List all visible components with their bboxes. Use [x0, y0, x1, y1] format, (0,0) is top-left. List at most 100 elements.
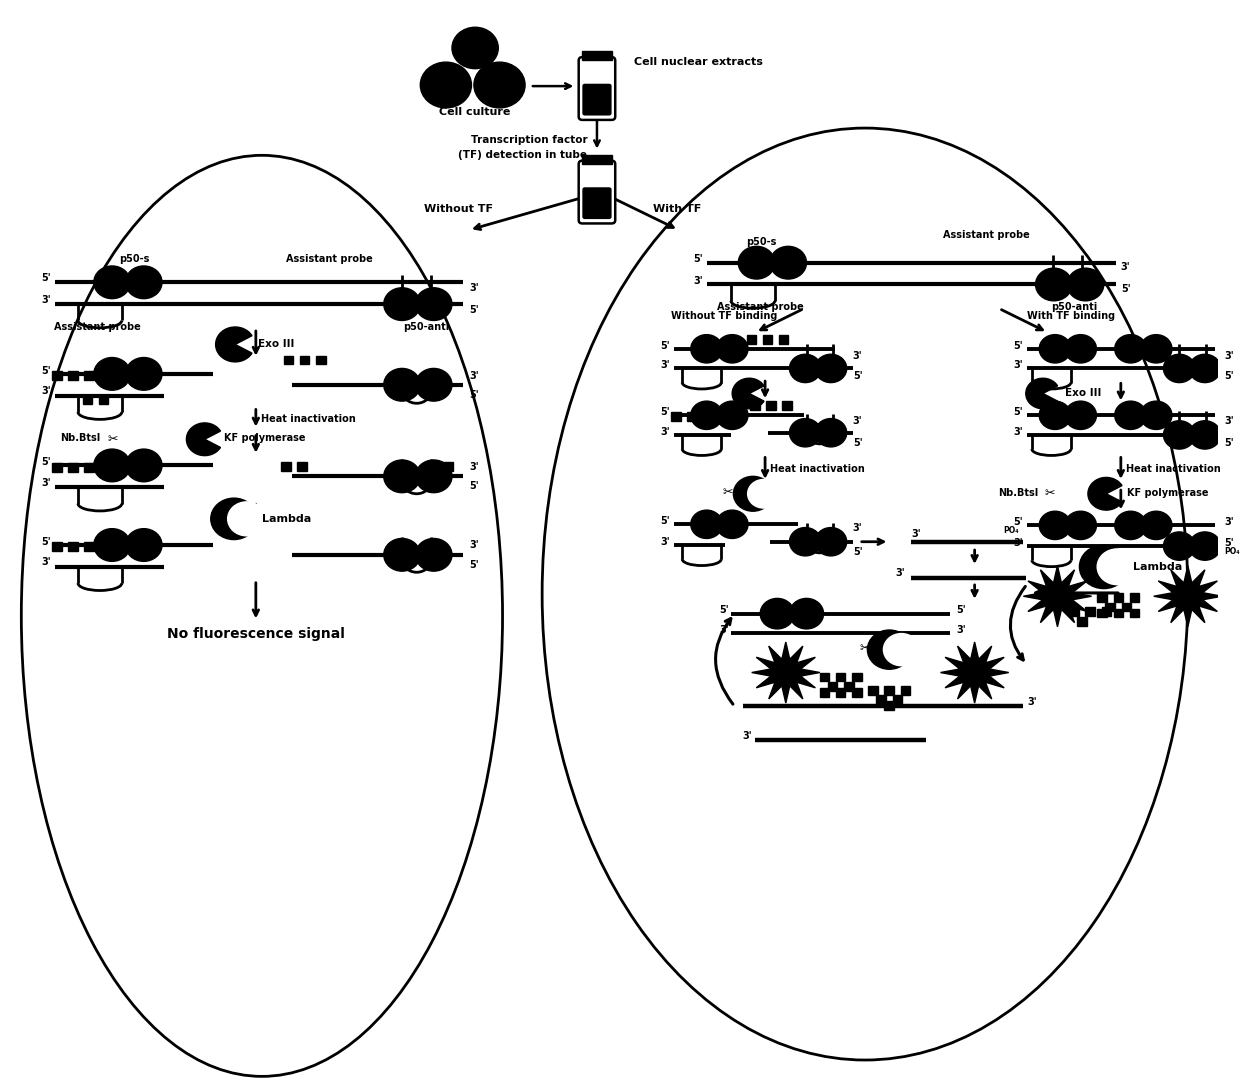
Text: 3': 3': [853, 522, 863, 533]
Bar: [52, 542, 62, 550]
Circle shape: [125, 529, 162, 561]
Bar: [1101, 607, 1111, 616]
Text: Nb.BtsI: Nb.BtsI: [998, 487, 1038, 498]
Text: 5': 5': [1224, 371, 1234, 382]
Text: 5': 5': [1224, 437, 1234, 448]
Circle shape: [717, 401, 748, 429]
Circle shape: [1163, 421, 1195, 449]
Text: 5': 5': [1121, 283, 1131, 294]
Text: 3': 3': [853, 415, 863, 426]
Text: 3': 3': [42, 477, 51, 488]
Text: 5': 5': [469, 304, 479, 315]
Bar: [779, 335, 789, 343]
Bar: [83, 395, 92, 403]
Text: 3': 3': [911, 529, 921, 540]
Bar: [68, 463, 78, 472]
Text: 5': 5': [1014, 517, 1023, 528]
Circle shape: [1068, 268, 1104, 301]
Circle shape: [1189, 532, 1220, 560]
Circle shape: [94, 266, 130, 299]
Bar: [1114, 608, 1123, 618]
Text: ✂: ✂: [859, 642, 870, 655]
Wedge shape: [732, 378, 764, 409]
Polygon shape: [751, 642, 820, 703]
Text: Cell nuclear extracts: Cell nuclear extracts: [634, 57, 763, 68]
Bar: [868, 686, 878, 694]
Bar: [750, 401, 760, 410]
Text: p50-s: p50-s: [119, 254, 149, 265]
Bar: [884, 702, 894, 711]
Text: Assistant probe: Assistant probe: [285, 254, 372, 265]
Text: With TF: With TF: [653, 204, 702, 215]
Text: 3': 3': [42, 294, 51, 305]
Circle shape: [383, 460, 420, 493]
Circle shape: [94, 358, 130, 390]
Bar: [284, 355, 294, 364]
Bar: [843, 682, 853, 691]
Text: Lambda: Lambda: [262, 513, 311, 524]
Circle shape: [415, 288, 453, 320]
Text: 3': 3': [661, 426, 670, 437]
Text: Exo III: Exo III: [1065, 388, 1101, 399]
Text: Assistant probe: Assistant probe: [55, 322, 141, 332]
Text: 3': 3': [1224, 415, 1234, 426]
Circle shape: [383, 368, 420, 401]
Text: 5': 5': [853, 546, 863, 557]
Text: Without TF: Without TF: [424, 204, 494, 215]
Text: 3': 3': [956, 625, 966, 635]
Text: 5': 5': [469, 559, 479, 570]
Circle shape: [94, 529, 130, 561]
Bar: [836, 689, 846, 698]
Circle shape: [883, 633, 919, 666]
Circle shape: [760, 598, 795, 629]
Text: 3': 3': [1224, 351, 1234, 362]
Circle shape: [868, 630, 911, 669]
Bar: [428, 462, 438, 471]
Text: 5': 5': [661, 340, 670, 351]
Text: Transcription factor: Transcription factor: [471, 134, 588, 145]
Bar: [1078, 617, 1087, 626]
Bar: [1106, 603, 1115, 611]
Bar: [828, 682, 837, 691]
Circle shape: [738, 246, 775, 279]
Text: 3': 3': [469, 461, 479, 472]
Bar: [893, 695, 903, 704]
Bar: [746, 335, 756, 343]
Circle shape: [415, 368, 453, 401]
Bar: [68, 371, 78, 379]
Bar: [1130, 608, 1140, 618]
Text: Heat inactivation: Heat inactivation: [770, 463, 864, 474]
Text: Heat inactivation: Heat inactivation: [1126, 463, 1220, 474]
Circle shape: [125, 358, 162, 390]
Text: With TF binding: With TF binding: [1027, 311, 1115, 322]
Circle shape: [1141, 335, 1172, 363]
Text: 3': 3': [719, 625, 729, 635]
FancyBboxPatch shape: [583, 84, 611, 116]
Text: Heat inactivation: Heat inactivation: [260, 413, 356, 424]
Bar: [1114, 593, 1123, 602]
Circle shape: [1035, 268, 1073, 301]
Bar: [852, 689, 862, 698]
Circle shape: [1141, 401, 1172, 429]
Wedge shape: [186, 423, 221, 456]
Bar: [84, 542, 94, 550]
Text: PO₄: PO₄: [1003, 526, 1018, 535]
Circle shape: [420, 62, 471, 108]
Bar: [84, 371, 94, 379]
Circle shape: [415, 460, 453, 493]
Text: Assistant probe: Assistant probe: [717, 302, 804, 313]
Circle shape: [1189, 354, 1220, 383]
Text: 5': 5': [661, 516, 670, 526]
Bar: [766, 401, 776, 410]
Circle shape: [1065, 511, 1096, 540]
Text: 5': 5': [853, 437, 863, 448]
Text: 5': 5': [1014, 340, 1023, 351]
Text: 3': 3': [661, 360, 670, 371]
Wedge shape: [1087, 477, 1122, 510]
Text: 5': 5': [42, 536, 51, 547]
Bar: [316, 355, 326, 364]
Circle shape: [474, 62, 525, 108]
Circle shape: [228, 501, 265, 536]
Text: Nb.BtsI: Nb.BtsI: [60, 433, 100, 444]
Text: KF polymerase: KF polymerase: [1127, 487, 1209, 498]
